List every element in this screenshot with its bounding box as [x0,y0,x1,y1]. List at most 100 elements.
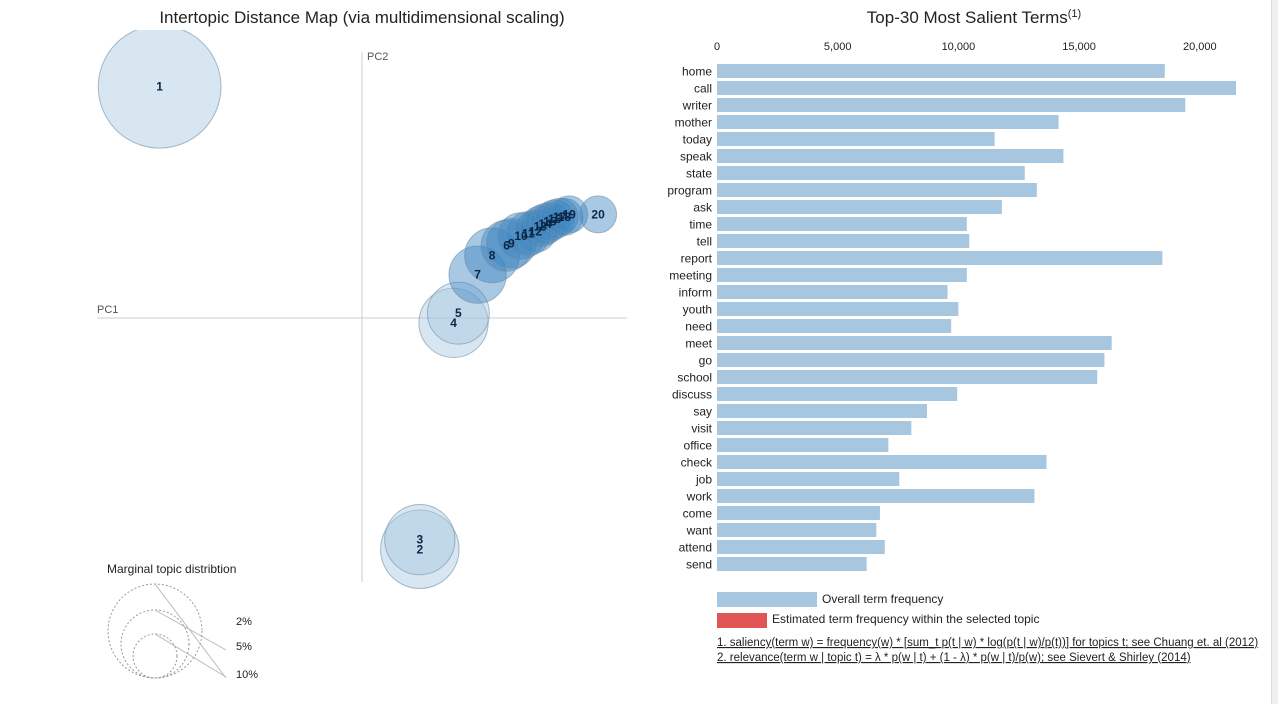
term-label-check[interactable]: check [681,456,713,470]
term-label-meet[interactable]: meet [685,337,712,351]
bar-speak[interactable] [717,149,1064,163]
topic-label-20: 20 [591,207,605,221]
term-label-office[interactable]: office [684,439,713,453]
bar-attend[interactable] [717,540,885,554]
scrollbar[interactable] [1271,0,1278,704]
topic-label-17: 17 [553,210,567,224]
term-bars: home call writer mother today speak state progr… [667,64,1236,572]
term-label-need[interactable]: need [685,320,712,334]
topic-circle-9[interactable] [486,217,537,269]
term-label-say[interactable]: say [693,405,712,419]
topic-label-16: 16 [548,212,562,226]
topic-label-7: 7 [474,268,481,282]
topic-circle-3[interactable] [384,504,456,576]
legend-leader-5 [154,609,227,651]
term-label-writer[interactable]: writer [682,99,712,113]
term-label-program[interactable]: program [667,184,712,198]
legend-label-selected: Estimated term frequency within the sele… [772,612,1039,626]
term-label-go[interactable]: go [699,354,713,368]
bar-legend: Overall term frequency Estimated term fre… [717,592,1039,628]
topic-label-18: 18 [558,210,572,224]
topic-circle-15[interactable] [530,201,570,242]
bar-work[interactable] [717,489,1035,503]
bar-state[interactable] [717,166,1025,180]
marginal-legend: 2% 5% 10% [107,583,258,681]
bar-send[interactable] [717,557,867,571]
term-label-visit[interactable]: visit [691,422,712,436]
bar-report[interactable] [717,251,1163,265]
footnote-1[interactable]: 1. saliency(term w) = frequency(w) * [su… [717,637,1258,649]
x-tick-20000: 20,000 [1183,41,1217,53]
x-tick-0: 0 [714,41,720,53]
bar-ask[interactable] [717,200,1002,214]
term-label-school[interactable]: school [677,371,712,385]
bar-want[interactable] [717,523,877,537]
term-label-home[interactable]: home [682,65,712,79]
bar-check[interactable] [717,455,1047,469]
term-label-ask[interactable]: ask [693,201,713,215]
bar-youth[interactable] [717,302,959,316]
term-label-today[interactable]: today [683,133,712,147]
intertopic-map-panel: Intertopic Distance Map (via multidimens… [97,8,627,681]
topic-label-11: 11 [522,227,535,241]
bar-job[interactable] [717,472,900,486]
bar-call[interactable] [717,81,1236,95]
bar-today[interactable] [717,132,995,146]
term-label-state[interactable]: state [686,167,712,181]
bar-inform[interactable] [717,285,948,299]
bar-tell[interactable] [717,234,970,248]
bar-meet[interactable] [717,336,1112,350]
term-label-want[interactable]: want [686,524,713,538]
term-label-mother[interactable]: mother [675,116,712,130]
term-label-meeting[interactable]: meeting [669,269,712,283]
x-tick-15000: 15,000 [1062,41,1096,53]
term-label-time[interactable]: time [689,218,712,232]
bar-say[interactable] [717,404,928,418]
topic-circle-20[interactable] [579,195,618,234]
term-label-tell[interactable]: tell [697,235,712,249]
map-title: Intertopic Distance Map (via multidimens… [159,8,564,27]
legend-label-10: 10% [236,669,258,681]
topic-circle-19[interactable] [550,195,589,234]
legend-circle-10 [107,583,203,679]
bar-need[interactable] [717,319,952,333]
topic-circle-5[interactable] [426,281,490,345]
topic-circle-7[interactable] [448,245,507,304]
bar-visit[interactable] [717,421,912,435]
topic-label-15: 15 [543,215,557,229]
legend-swatch-selected [717,613,767,628]
term-label-inform[interactable]: inform [679,286,712,300]
topic-circle-6[interactable] [480,219,533,272]
legend-circle-2 [132,633,178,679]
bar-time[interactable] [717,217,967,231]
topic-label-9: 9 [508,236,515,250]
bar-writer[interactable] [717,98,1186,112]
term-label-youth[interactable]: youth [683,303,712,317]
term-label-call[interactable]: call [694,82,712,96]
bar-office[interactable] [717,438,889,452]
topic-label-1: 1 [156,80,163,94]
term-label-discuss[interactable]: discuss [672,388,712,402]
term-label-report[interactable]: report [681,252,713,266]
term-label-job[interactable]: job [695,473,712,487]
term-label-work[interactable]: work [686,490,713,504]
bar-home[interactable] [717,64,1165,78]
bar-discuss[interactable] [717,387,958,401]
footnote-2[interactable]: 2. relevance(term w | topic t) = λ * p(w… [717,652,1191,664]
term-label-attend[interactable]: attend [679,541,712,555]
term-label-send[interactable]: send [686,558,712,572]
bar-title: Top-30 Most Salient Terms(1) [867,8,1081,27]
topic-label-14: 14 [538,217,552,231]
bar-come[interactable] [717,506,880,520]
term-label-speak[interactable]: speak [680,150,713,164]
term-label-come[interactable]: come [683,507,713,521]
bar-school[interactable] [717,370,1098,384]
bar-go[interactable] [717,353,1105,367]
topic-label-10: 10 [514,229,528,243]
bar-mother[interactable] [717,115,1059,129]
bar-meeting[interactable] [717,268,967,282]
topic-circle-1[interactable] [97,25,222,149]
bar-program[interactable] [717,183,1037,197]
